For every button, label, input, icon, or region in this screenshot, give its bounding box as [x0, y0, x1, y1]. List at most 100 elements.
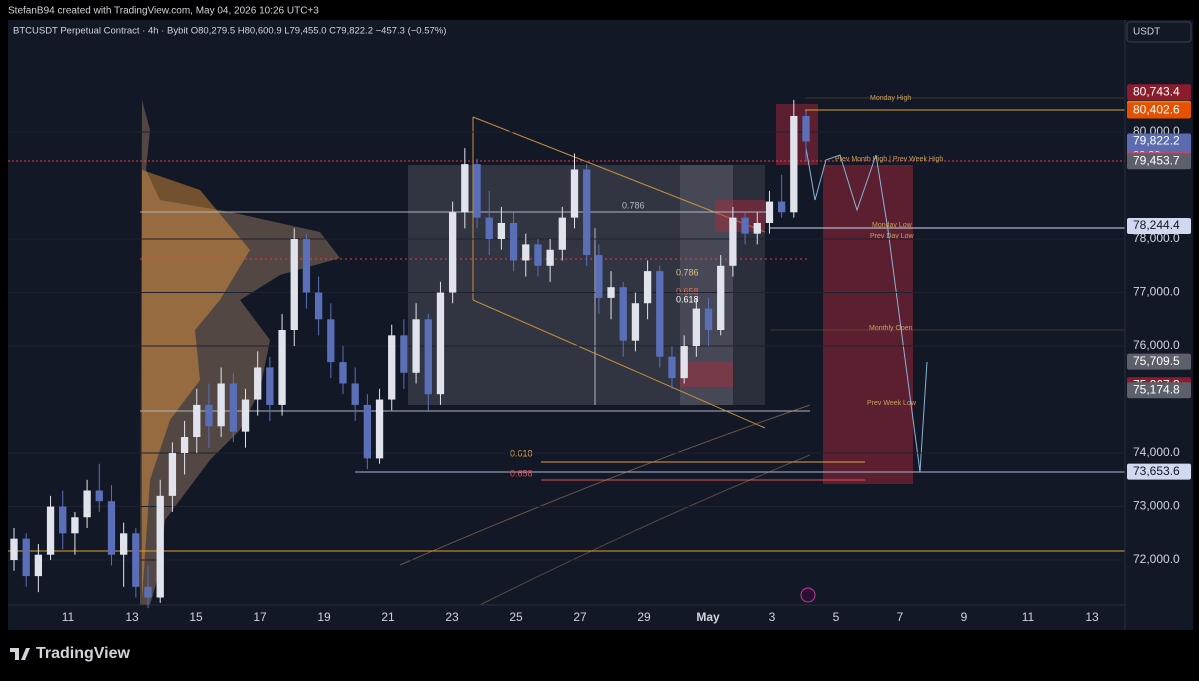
candle-body [22, 538, 30, 577]
x-tick-label: 17 [253, 610, 267, 624]
price-badge-label: 73,653.6 [1133, 464, 1180, 478]
x-tick-label: 3 [769, 610, 776, 624]
candle-body [144, 586, 152, 598]
candle-body [412, 319, 420, 373]
x-tick-label: 9 [961, 610, 968, 624]
projection-path [805, 147, 928, 473]
candle-body [509, 222, 518, 261]
price-badge [1127, 217, 1191, 234]
x-tick-label: 5 [833, 610, 840, 624]
demand-box [680, 362, 733, 387]
x-tick-label: 27 [573, 610, 587, 624]
candle-body [388, 335, 396, 400]
y-tick-label: 78,000.0 [1133, 231, 1180, 245]
brand: TradingView [36, 645, 131, 662]
candle-body [71, 517, 79, 534]
moving-average [399, 404, 811, 566]
price-badge-label: 79,453.7 [1133, 153, 1180, 167]
candle-body [34, 554, 43, 577]
price-badge [1127, 153, 1191, 170]
candle-body [607, 287, 615, 298]
candle-body [375, 399, 384, 459]
candle-body [229, 383, 237, 432]
candle-body [643, 271, 652, 304]
event-icon[interactable] [800, 587, 816, 603]
candle-body [314, 292, 323, 320]
x-tick-label: May [696, 610, 720, 624]
candle-body [180, 436, 189, 454]
candle-body [193, 404, 201, 437]
x-tick-label: 19 [317, 610, 331, 624]
x-tick-label: 29 [637, 610, 651, 624]
currency[interactable]: USDT [1133, 27, 1160, 38]
volume-profile [140, 100, 340, 605]
candle-body [631, 303, 640, 341]
channel-line [472, 116, 766, 233]
candle-body [156, 495, 164, 598]
candle-body [424, 319, 432, 395]
price-badge [1127, 84, 1191, 101]
channel-line [472, 299, 766, 429]
candle-body [790, 115, 798, 213]
x-tick-label: 25 [509, 610, 523, 624]
candle-body [619, 287, 627, 341]
candle-body [254, 367, 262, 400]
x-tick-label: 23 [445, 610, 459, 624]
candle-body [436, 292, 445, 395]
candle-body [205, 404, 213, 427]
fib-label: 0.786 [676, 267, 699, 277]
y-tick-label: 72,000.0 [1133, 552, 1180, 566]
candle-body [132, 533, 140, 587]
candle-body [558, 217, 566, 250]
price-badge-label: 80,402.6 [1133, 103, 1180, 117]
price-badge-label: 78,244.4 [1133, 218, 1180, 232]
candle-body [95, 490, 103, 502]
candle-body [522, 244, 530, 261]
candle-body [668, 356, 676, 379]
logo: TradingView [10, 645, 131, 662]
candle-body [10, 538, 18, 561]
logo-icon [10, 648, 30, 660]
candle-body [59, 506, 67, 534]
drawings [8, 97, 1125, 606]
candle-body [83, 490, 91, 518]
candle-body [241, 399, 250, 432]
price-badge-label: 75,174.8 [1133, 382, 1180, 396]
candle-body [266, 367, 274, 405]
credit: StefanB94 created with TradingView.com, … [8, 6, 319, 17]
level-label: Monthly Open [869, 325, 913, 332]
candle-body [327, 319, 335, 363]
volume-profile-core [142, 170, 250, 600]
candle-body [278, 329, 286, 405]
candle-body [339, 362, 347, 384]
x-tick-label: 11 [62, 610, 75, 624]
y-tick-label: 76,000.0 [1133, 338, 1180, 352]
candle-body [400, 335, 408, 373]
candle-body [802, 115, 810, 142]
candle-body [692, 308, 700, 347]
x-tick-label: 15 [189, 610, 203, 624]
candle-body [680, 346, 688, 379]
level-label: Prev Week Low [867, 400, 917, 407]
fib-label: 0.658 [510, 468, 533, 478]
currency-box[interactable] [1126, 21, 1192, 43]
candle-body [583, 169, 591, 256]
candle-body [168, 453, 177, 496]
x-tick-label: 11 [1022, 610, 1035, 624]
price-badge [1127, 382, 1191, 399]
candle-body [753, 222, 761, 234]
candle-body [704, 308, 713, 330]
candle-body [546, 249, 554, 266]
chart-pane [8, 20, 1193, 630]
candle-body [461, 164, 469, 213]
y-tick-label: 73,000.0 [1133, 499, 1180, 513]
level-label: Prev Day Low [870, 233, 915, 240]
candle-body [448, 212, 457, 293]
candle-body [290, 239, 298, 330]
candle-body [46, 506, 55, 555]
price-badge [1127, 463, 1191, 480]
candle-body [595, 255, 603, 298]
candle-body [497, 222, 506, 240]
symbol-info: BTCUSDT Perpetual Contract · 4h · Bybit … [13, 26, 446, 37]
price-badge [1127, 102, 1191, 119]
